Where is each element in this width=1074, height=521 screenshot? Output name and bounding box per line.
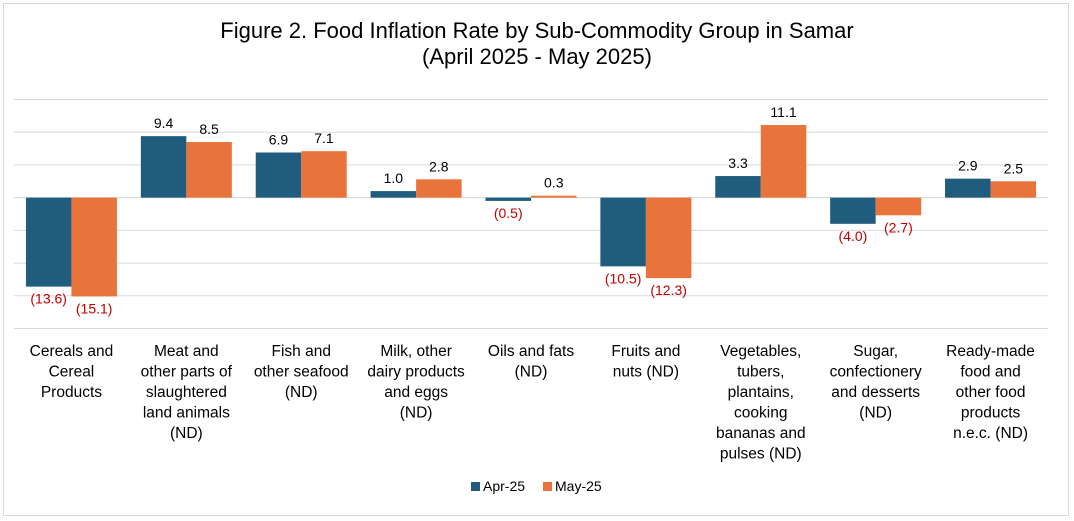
data-label: (15.1) — [76, 300, 113, 316]
category-label: slaughtered — [146, 384, 227, 401]
bar-may-25 — [645, 197, 692, 279]
category-label: and desserts — [831, 384, 920, 401]
bar-may-25 — [875, 197, 922, 216]
category-label: dairy products — [367, 364, 465, 381]
data-label: 0.3 — [544, 175, 564, 191]
bar-apr-25 — [715, 176, 761, 198]
category-label: other food — [956, 384, 1026, 401]
category-label: confectionery — [830, 364, 922, 381]
legend: Apr-25 May-25 — [471, 478, 602, 494]
category-label: Cereals and — [30, 343, 114, 360]
bar-apr-25 — [25, 197, 72, 287]
data-label: (4.0) — [839, 228, 868, 244]
legend-swatch — [471, 482, 480, 491]
category-label: Products — [41, 384, 102, 401]
bar-apr-25 — [945, 178, 991, 198]
data-label: 2.5 — [1004, 160, 1024, 176]
data-label: (13.6) — [30, 291, 67, 307]
data-label: 7.1 — [314, 130, 334, 146]
data-label: (2.7) — [884, 219, 913, 235]
category-label: (ND) — [170, 425, 203, 442]
bar-may-25 — [71, 197, 117, 297]
category-label: other seafood — [254, 364, 349, 381]
data-labels: (13.6) 9.4 6.9 1.0 (0.5) (10.5) 3.3 (4.0) 2.9 (15… — [30, 104, 1023, 316]
data-label: 2.8 — [429, 158, 449, 174]
bar-may-25 — [186, 142, 232, 198]
bar-apr-25 — [830, 197, 876, 224]
bar-apr-25 — [370, 191, 417, 198]
chart-title: Figure 2. Food Inflation Rate by Sub-Com… — [0, 18, 1074, 70]
bar-may-25 — [531, 195, 577, 198]
data-label: 1.0 — [384, 170, 404, 186]
data-label: 11.1 — [770, 104, 796, 120]
legend-label: Apr-25 — [483, 478, 525, 494]
category-label: (ND) — [515, 364, 548, 381]
data-label: 6.9 — [269, 131, 289, 147]
category-label: Oils and fats — [488, 343, 574, 360]
bar-may-25 — [760, 125, 807, 198]
category-label: Fish and — [271, 343, 330, 360]
chart-subtitle-line: (April 2025 - May 2025) — [422, 44, 652, 69]
category-label: pulses (ND) — [720, 446, 802, 463]
data-label: 9.4 — [154, 115, 174, 131]
category-label: nuts (ND) — [613, 364, 679, 381]
category-label: (ND) — [400, 405, 433, 422]
category-label: (ND) — [285, 384, 318, 401]
chart-frame — [3, 3, 1069, 516]
category-label: Milk, other — [380, 343, 452, 360]
category-label: food and — [960, 364, 1020, 381]
category-label: land animals — [143, 405, 230, 422]
data-label: (10.5) — [605, 270, 642, 286]
category-label: Cereal — [49, 364, 95, 381]
category-label: and eggs — [384, 384, 448, 401]
category-label: plantains, — [728, 384, 794, 401]
chart-title-line: Figure 2. Food Inflation Rate by Sub-Com… — [220, 18, 854, 43]
bar-may-25 — [301, 151, 347, 198]
legend-swatch — [543, 482, 552, 491]
category-label: tubers, — [737, 364, 784, 381]
category-label: cooking — [734, 405, 787, 422]
category-label: (ND) — [859, 405, 892, 422]
data-label: 2.9 — [958, 158, 978, 174]
category-label: Meat and — [154, 343, 219, 360]
category-label: Fruits and — [611, 343, 680, 360]
data-label: 8.5 — [199, 121, 219, 137]
bar-apr-25 — [600, 197, 646, 267]
category-label: products — [961, 405, 1021, 422]
category-labels: Cereals and Cereal Products Meat and other p… — [30, 343, 1035, 463]
category-label: Ready-made — [946, 343, 1035, 360]
category-label: Vegetables, — [720, 343, 801, 360]
bar-may-25 — [990, 181, 1037, 198]
data-label: 3.3 — [728, 155, 748, 171]
gridlines — [14, 99, 1048, 329]
bar-apr-25 — [140, 136, 187, 198]
bar-apr-25 — [485, 197, 531, 201]
category-label: other parts of — [141, 364, 233, 381]
data-label: (0.5) — [494, 205, 523, 221]
legend-label: May-25 — [555, 478, 602, 494]
bar-may-25 — [416, 179, 462, 198]
bar-apr-25 — [255, 152, 302, 198]
bars — [25, 125, 1037, 297]
data-label: (12.3) — [650, 282, 687, 298]
category-label: bananas and — [716, 425, 806, 442]
category-label: n.e.c. (ND) — [953, 425, 1028, 442]
category-label: Sugar, — [853, 343, 898, 360]
